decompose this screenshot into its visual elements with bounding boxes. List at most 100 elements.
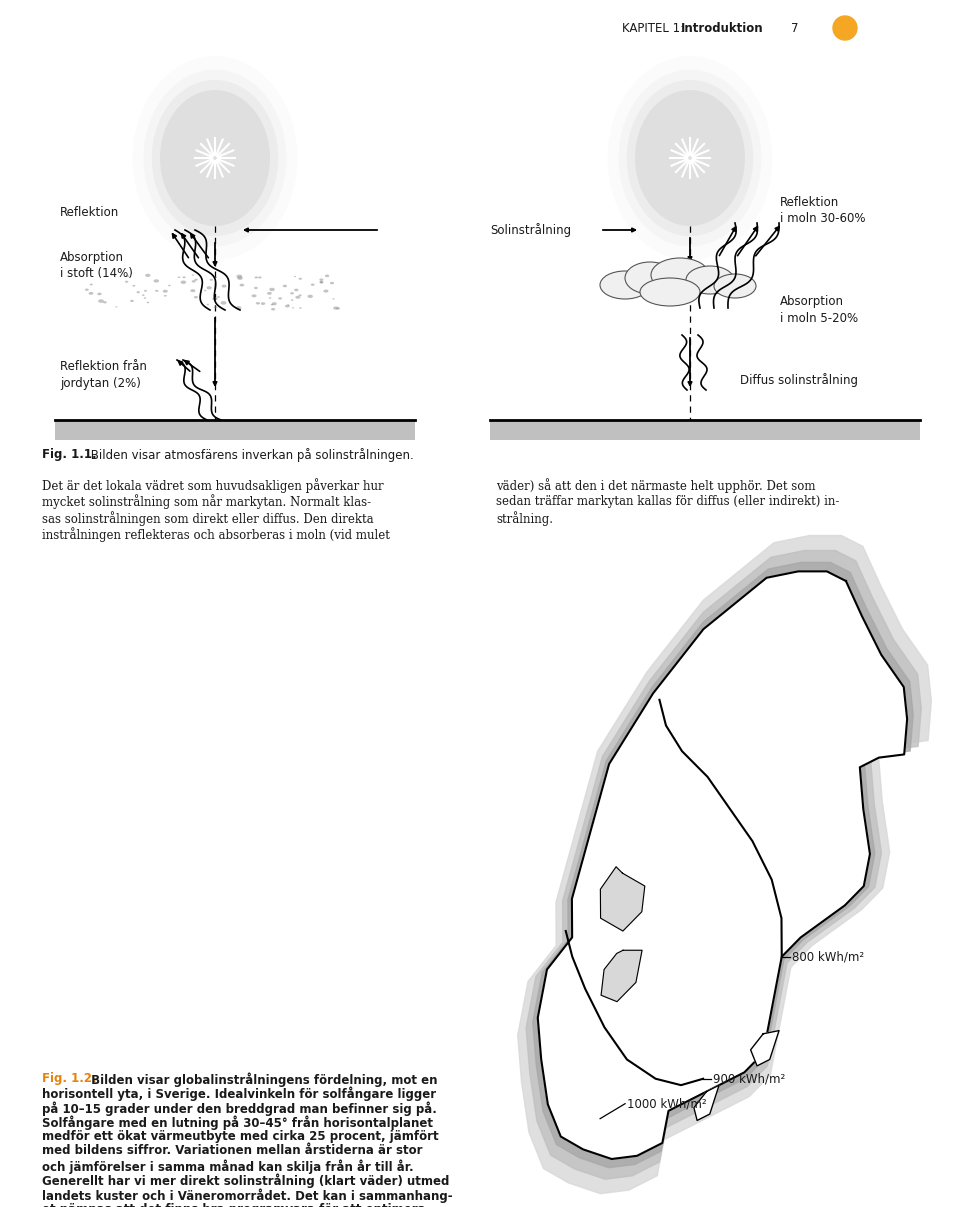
Ellipse shape (154, 279, 159, 282)
Ellipse shape (271, 304, 274, 305)
Text: medför ett ökat värmeutbyte med cirka 25 procent, jämfört: medför ett ökat värmeutbyte med cirka 25… (42, 1130, 439, 1143)
Circle shape (833, 16, 857, 40)
Ellipse shape (214, 307, 217, 308)
Ellipse shape (192, 280, 196, 282)
Ellipse shape (97, 292, 102, 296)
Text: Fig. 1.1.: Fig. 1.1. (42, 448, 97, 461)
Ellipse shape (255, 302, 260, 304)
Ellipse shape (209, 279, 213, 281)
Text: instrålningen reflekteras och absorberas i moln (vid mulet: instrålningen reflekteras och absorberas… (42, 527, 390, 542)
Ellipse shape (84, 288, 88, 291)
Ellipse shape (299, 295, 301, 296)
Text: Reflektion
i moln 30-60%: Reflektion i moln 30-60% (780, 196, 866, 225)
Ellipse shape (267, 292, 272, 295)
Ellipse shape (336, 308, 340, 309)
Ellipse shape (194, 279, 198, 281)
Ellipse shape (132, 285, 135, 287)
Text: 800 kWh/m²: 800 kWh/m² (792, 950, 864, 963)
Ellipse shape (252, 295, 256, 297)
Ellipse shape (152, 80, 278, 237)
Ellipse shape (145, 274, 151, 276)
Ellipse shape (625, 262, 675, 295)
Ellipse shape (600, 272, 650, 299)
Ellipse shape (311, 284, 315, 286)
Ellipse shape (272, 302, 276, 305)
Ellipse shape (88, 292, 93, 295)
Ellipse shape (332, 298, 334, 299)
Text: KAPITEL 1:: KAPITEL 1: (622, 22, 688, 35)
Ellipse shape (214, 276, 217, 279)
Text: Diffus solinstrålning: Diffus solinstrålning (740, 373, 858, 387)
Polygon shape (601, 950, 642, 1002)
Text: Solinstrålning: Solinstrålning (490, 223, 571, 237)
Ellipse shape (330, 281, 334, 285)
Ellipse shape (278, 297, 282, 299)
Ellipse shape (89, 284, 93, 285)
Ellipse shape (144, 290, 147, 292)
Ellipse shape (130, 299, 133, 302)
Polygon shape (694, 1085, 719, 1120)
Bar (55, 420, 415, 441)
Text: horisontell yta, i Sverige. Idealvinkeln för solfångare ligger: horisontell yta, i Sverige. Idealvinkeln… (42, 1086, 436, 1101)
Ellipse shape (333, 307, 339, 310)
Ellipse shape (147, 302, 149, 303)
Ellipse shape (221, 301, 227, 304)
Ellipse shape (222, 285, 227, 287)
Ellipse shape (651, 258, 709, 292)
Text: strålning.: strålning. (496, 511, 553, 526)
Ellipse shape (324, 274, 329, 278)
Ellipse shape (194, 296, 198, 298)
Text: och jämförelser i samma månad kan skilja från år till år.: och jämförelser i samma månad kan skilja… (42, 1159, 414, 1173)
Ellipse shape (235, 307, 242, 310)
Ellipse shape (144, 297, 146, 299)
Ellipse shape (307, 295, 313, 298)
Ellipse shape (237, 276, 243, 280)
Text: Absorption
i stoft (14%): Absorption i stoft (14%) (60, 251, 132, 280)
Text: Absorption
i moln 5-20%: Absorption i moln 5-20% (780, 296, 858, 325)
Text: sas solinstrålningen som direkt eller diffus. Den direkta: sas solinstrålningen som direkt eller di… (42, 511, 373, 526)
Ellipse shape (192, 274, 194, 275)
Ellipse shape (160, 91, 270, 226)
Ellipse shape (299, 278, 302, 280)
Ellipse shape (296, 296, 300, 299)
Text: Det är det lokala vädret som huvudsakligen påverkar hur: Det är det lokala vädret som huvudsaklig… (42, 478, 384, 492)
Ellipse shape (320, 281, 324, 284)
Ellipse shape (212, 297, 218, 301)
Text: 1000 kWh/m²: 1000 kWh/m² (627, 1097, 707, 1110)
Text: Reflektion från
jordytan (2%): Reflektion från jordytan (2%) (60, 361, 147, 390)
Ellipse shape (261, 302, 265, 305)
Text: landets kuster och i Väneromorrådet. Det kan i sammanhang-: landets kuster och i Väneromorrådet. Det… (42, 1188, 452, 1202)
Ellipse shape (180, 280, 186, 284)
Ellipse shape (103, 302, 107, 303)
Ellipse shape (300, 308, 301, 309)
Ellipse shape (269, 297, 272, 299)
Ellipse shape (271, 308, 276, 310)
Ellipse shape (163, 290, 168, 292)
Ellipse shape (127, 275, 130, 278)
Ellipse shape (206, 304, 209, 305)
Ellipse shape (324, 290, 328, 292)
Ellipse shape (164, 295, 167, 297)
Ellipse shape (320, 279, 324, 281)
Ellipse shape (254, 287, 258, 290)
Ellipse shape (714, 274, 756, 298)
Ellipse shape (640, 278, 700, 307)
Polygon shape (538, 571, 907, 1159)
Text: et nämnas att det finns bra programvara för att optimera: et nämnas att det finns bra programvara … (42, 1202, 425, 1207)
Ellipse shape (627, 80, 754, 237)
Ellipse shape (290, 292, 294, 295)
Ellipse shape (182, 276, 185, 279)
Ellipse shape (294, 288, 299, 291)
Ellipse shape (254, 276, 258, 279)
Ellipse shape (294, 276, 296, 278)
Ellipse shape (115, 307, 117, 308)
Polygon shape (517, 536, 931, 1194)
Ellipse shape (143, 70, 286, 246)
Ellipse shape (282, 285, 287, 287)
Ellipse shape (635, 91, 745, 226)
Ellipse shape (156, 290, 158, 292)
Text: Introduktion: Introduktion (681, 22, 763, 35)
Ellipse shape (178, 276, 180, 278)
Ellipse shape (98, 299, 104, 303)
Bar (490, 420, 920, 441)
